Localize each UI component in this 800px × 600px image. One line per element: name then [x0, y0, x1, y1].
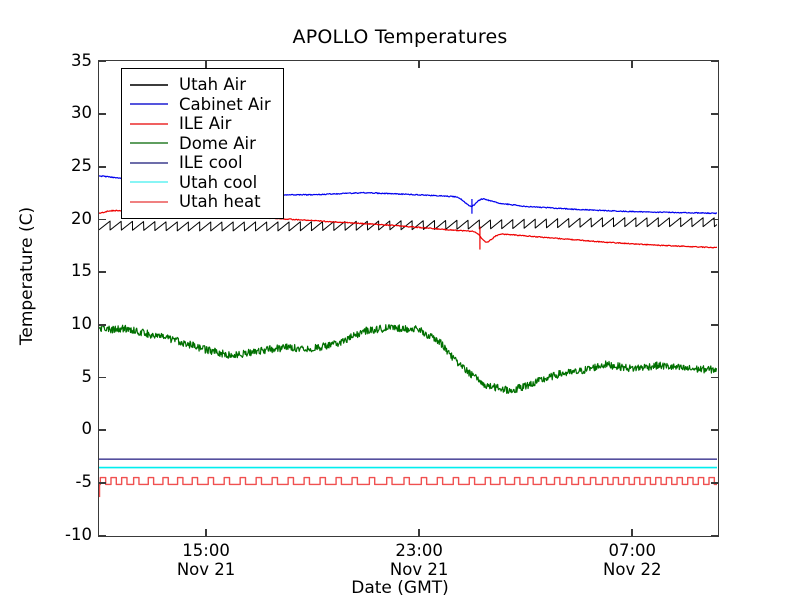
- legend-label: Utah heat: [179, 192, 261, 212]
- y-tick-mark: [711, 376, 719, 379]
- y-tick-label: 20: [71, 208, 92, 228]
- y-tick-label: -5: [75, 471, 92, 491]
- x-tick-date: Nov 21: [389, 560, 449, 579]
- legend-color-swatch: [130, 103, 168, 106]
- y-tick-mark: [98, 534, 106, 537]
- x-tick-date: Nov 21: [176, 560, 236, 579]
- x-tick-date: Nov 22: [603, 560, 662, 579]
- legend-item[interactable]: Dome Air: [130, 134, 271, 154]
- legend-label: Utah cool: [179, 172, 258, 192]
- legend-item[interactable]: Utah Air: [130, 75, 271, 95]
- y-tick-mark: [711, 271, 719, 273]
- x-tick-mark: [418, 60, 420, 68]
- x-tick-label: 07:00 Nov 22: [572, 541, 692, 579]
- y-tick-label: 5: [81, 366, 93, 386]
- legend-item[interactable]: ILE Air: [130, 114, 271, 134]
- legend-item[interactable]: Utah heat: [130, 192, 271, 212]
- x-tick-mark: [205, 529, 207, 537]
- chart-legend: Utah Air Cabinet Air ILE Air Dome Air ILE co…: [121, 68, 284, 219]
- y-tick-mark: [98, 113, 106, 115]
- legend-color-swatch: [130, 181, 168, 184]
- y-tick-mark: [711, 324, 719, 326]
- y-tick-label: 25: [71, 155, 92, 175]
- y-tick-mark: [711, 482, 719, 484]
- x-tick-mark: [631, 529, 634, 537]
- y-tick-mark: [98, 166, 106, 168]
- legend-label: Cabinet Air: [179, 94, 271, 114]
- y-tick-mark: [711, 113, 719, 115]
- y-tick-mark: [98, 60, 106, 63]
- legend-color-swatch: [130, 142, 168, 145]
- y-tick-mark: [98, 482, 106, 484]
- series-dome-air: [99, 324, 717, 394]
- legend-color-swatch: [130, 83, 168, 86]
- y-tick-label: 0: [81, 419, 93, 439]
- legend-color-swatch: [130, 122, 168, 125]
- chart-title: APOLLO Temperatures: [292, 26, 508, 48]
- y-tick-mark: [711, 534, 719, 537]
- y-tick-mark: [711, 429, 719, 431]
- x-tick-date: Nov 22: [785, 560, 800, 579]
- x-tick-mark: [418, 529, 420, 537]
- x-tick-label: 23:00 Nov 21: [359, 541, 479, 579]
- x-tick-mark: [205, 60, 207, 68]
- legend-label: ILE cool: [179, 153, 243, 173]
- x-axis-label: Date (GMT): [351, 578, 449, 598]
- y-tick-mark: [711, 218, 719, 221]
- plot-area: [98, 60, 719, 537]
- legend-item[interactable]: Cabinet Air: [130, 95, 271, 115]
- y-tick-label: -10: [65, 524, 92, 544]
- y-tick-label: 35: [71, 50, 92, 70]
- series-ile-cool: [99, 458, 717, 460]
- legend-label: ILE Air: [179, 114, 232, 134]
- legend-label: Dome Air: [179, 133, 256, 153]
- plot-canvas: [99, 175, 717, 498]
- legend-item[interactable]: Utah cool: [130, 173, 271, 193]
- legend-label: Utah Air: [179, 75, 247, 95]
- y-tick-mark: [98, 429, 106, 431]
- y-tick-label: 15: [71, 261, 92, 281]
- legend-color-swatch: [130, 200, 168, 203]
- y-tick-label: 30: [71, 103, 92, 123]
- y-axis-tick-labels: 35 30 25 20 15 10 5 0 -5 -10: [44, 0, 92, 600]
- series-utah-heat: [99, 476, 717, 486]
- y-tick-mark: [98, 218, 106, 221]
- legend-color-swatch: [130, 161, 168, 164]
- legend-item[interactable]: ILE cool: [130, 153, 271, 173]
- y-tick-mark: [711, 166, 719, 168]
- x-tick-time: 15:00: [182, 541, 230, 560]
- y-tick-label: 10: [71, 313, 92, 333]
- y-tick-mark: [98, 376, 106, 379]
- x-tick-time: 23:00: [395, 541, 443, 560]
- y-tick-mark: [98, 271, 106, 273]
- x-tick-time: 07:00: [608, 541, 657, 560]
- series-utah-air: [99, 217, 717, 232]
- x-tick-mark: [631, 60, 634, 68]
- y-tick-mark: [711, 60, 719, 63]
- y-tick-mark: [98, 324, 106, 326]
- x-tick-label: 15:00 Nov 21: [146, 541, 266, 579]
